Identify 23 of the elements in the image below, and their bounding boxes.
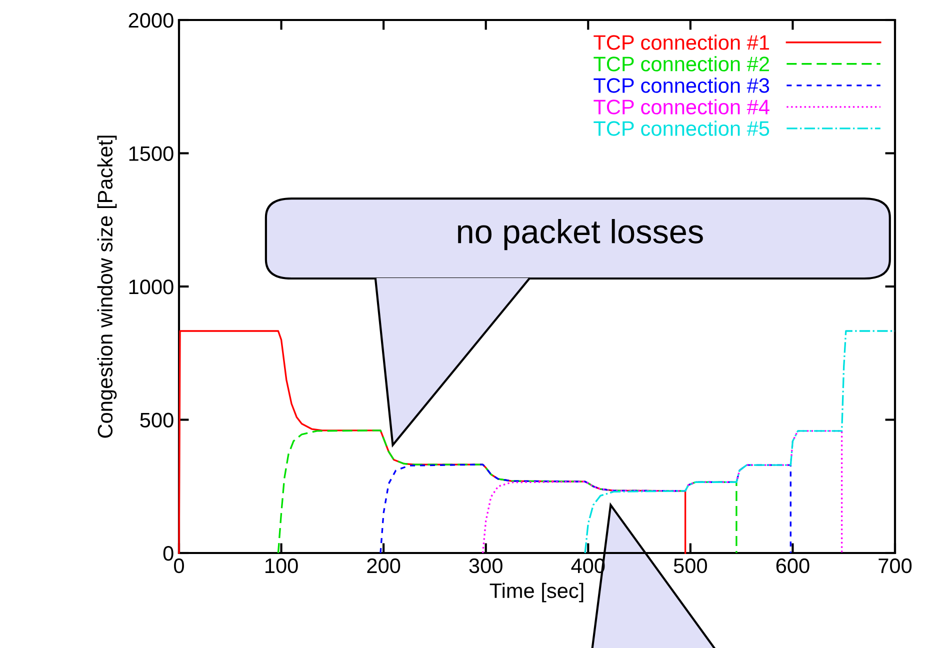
x-tick-label: 700 [878,558,912,574]
line-series [482,430,843,554]
x-tick-label: 200 [367,558,400,574]
y-tick-label: 1500 [129,146,174,162]
legend-label: TCP connection #4 [594,99,770,114]
x-tick-label: 0 [174,558,184,574]
y-tick-label: 1000 [129,280,174,294]
annotation: no packet losses [458,218,703,250]
x-tick-label: 300 [469,558,502,574]
legend-label: TCP connection #1 [594,34,769,50]
y-axis-title: Congestion window size [Packet] [97,136,117,438]
x-tick-label: 100 [265,558,298,574]
y-tick-label: 0 [163,546,174,561]
legend-label: TCP connection #5 [594,120,770,136]
y-tick-label: 500 [140,412,174,428]
x-tick-label: 500 [674,558,707,574]
y-tick-label: 2000 [128,13,174,28]
legend-label: TCP connection #3 [594,78,770,93]
x-axis-title: Time [sec] [490,582,584,602]
legend-label: TCP connection #2 [594,56,769,72]
line-series [277,430,738,554]
line-series [380,464,792,554]
x-tick-label: 600 [776,558,810,574]
